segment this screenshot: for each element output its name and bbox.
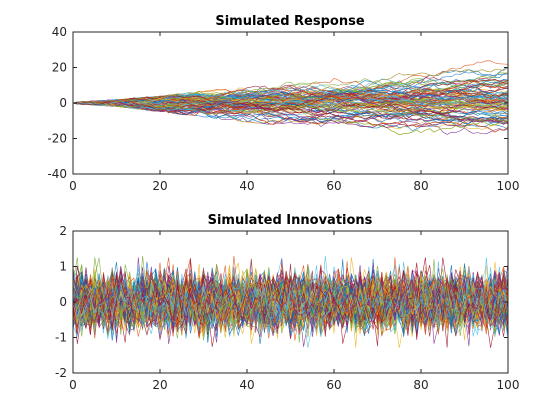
innovations-ytick-label: 1 (59, 260, 67, 274)
response-ytick-label: 0 (59, 96, 67, 110)
innovations-axes: 0 20 40 60 80 100 -2 -1 0 1 2 Simulated Innovation… (55, 213, 519, 392)
innovations-ytick-label: -1 (55, 331, 67, 345)
response-xtick-label: 0 (69, 179, 77, 193)
response-path (72, 100, 509, 122)
response-ticks: 0 20 40 60 80 100 -40 -20 0 20 40 (47, 25, 519, 193)
response-xtick-label: 80 (413, 179, 428, 193)
response-path (72, 91, 509, 107)
response-xtick-label: 20 (152, 179, 167, 193)
innovations-ytick-label: 0 (59, 295, 67, 309)
innovations-xtick-label: 0 (69, 378, 77, 392)
innovations-title: Simulated Innovations (208, 213, 373, 228)
response-title: Simulated Response (215, 14, 365, 29)
response-axes: 0 20 40 60 80 100 -40 -20 0 20 40 Simulated Respon… (47, 14, 519, 193)
response-xtick-label: 60 (326, 179, 341, 193)
response-path (72, 97, 509, 113)
innovations-xtick-label: 100 (497, 378, 520, 392)
innovations-xtick-label: 40 (239, 378, 254, 392)
response-xtick-label: 40 (239, 179, 254, 193)
innovations-xtick-label: 20 (152, 378, 167, 392)
response-path (72, 101, 509, 128)
response-path (72, 67, 509, 108)
innovations-ytick-label: -2 (55, 366, 67, 380)
response-path (73, 93, 509, 114)
innovations-path (72, 264, 509, 336)
response-ytick-label: -40 (47, 167, 67, 181)
innovations-xtick-label: 80 (413, 378, 428, 392)
response-path (72, 99, 509, 114)
innovations-ytick-label: 2 (59, 224, 67, 238)
innovations-path (72, 271, 509, 332)
innovations-path (72, 262, 509, 337)
response-ytick-label: 40 (52, 25, 67, 39)
response-path (72, 89, 509, 110)
response-ytick-label: -20 (47, 132, 67, 146)
innovations-path (72, 264, 509, 335)
innovations-xtick-label: 60 (326, 378, 341, 392)
response-ytick-label: 20 (52, 61, 67, 75)
response-path (72, 100, 509, 117)
innovations-series (72, 255, 509, 348)
response-path (72, 100, 509, 125)
response-xtick-label: 100 (497, 179, 520, 193)
innovations-path (72, 270, 509, 337)
response-path (72, 94, 509, 113)
innovations-ticks: 0 20 40 60 80 100 -2 -1 0 1 2 (55, 224, 519, 392)
response-series (72, 60, 509, 136)
response-path (72, 89, 509, 111)
